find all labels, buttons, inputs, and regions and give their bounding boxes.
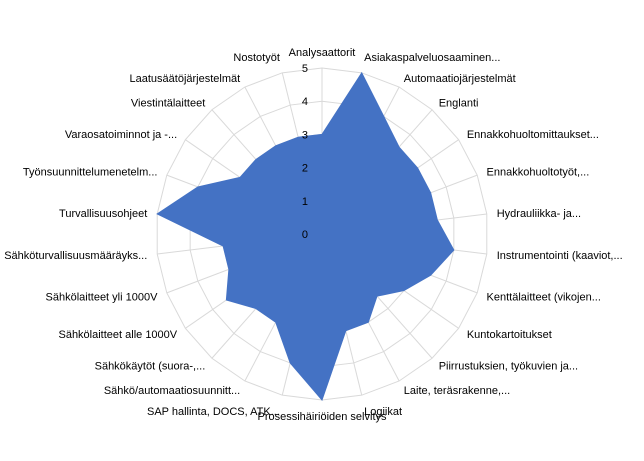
radial-tick-label: 1	[302, 196, 308, 208]
radial-tick-label: 2	[302, 163, 308, 175]
category-label: Prosessihäiriöiden selvitys	[258, 411, 387, 423]
category-label: Kenttälaitteet (vikojen...	[487, 291, 601, 303]
radial-tick-label: 3	[302, 129, 308, 141]
category-label: Ennakkohuoltomittaukset...	[467, 129, 599, 141]
category-label: Sähkölaitteet alle 1000V	[58, 329, 177, 341]
category-label: Sähkölaitteet yli 1000V	[46, 291, 159, 303]
series-area-0	[156, 71, 455, 401]
radial-tick-label: 4	[302, 96, 308, 108]
category-label: Laite, teräsrakenne,...	[404, 385, 510, 397]
radial-tick-label: 5	[302, 63, 308, 75]
category-label: Englanti	[439, 97, 479, 109]
category-label: Piirrustuksien, työkuvien ja...	[439, 361, 578, 373]
radar-series-layer	[156, 71, 455, 401]
category-labels: Analysaattorit Asiakaspalveluosaaminen...…	[4, 47, 622, 423]
category-label: Automaatiojärjestelmät	[404, 73, 516, 85]
category-label: Kuntokartoitukset	[467, 329, 552, 341]
category-label: Logiikat	[364, 406, 402, 418]
category-label: Laatusäätöjärjestelmät	[130, 73, 241, 85]
category-label: Hydrauliikka- ja...	[497, 208, 581, 220]
radial-tick-label: 0	[302, 229, 308, 241]
category-label: Sähkö/automaatiosuunnitt...	[104, 385, 240, 397]
category-label: Työnsuunnittelumenetelm...	[23, 167, 158, 179]
category-label: Sähköturvallisuusmääräyks...	[4, 250, 147, 262]
category-label: Asiakaspalveluosaaminen...	[364, 52, 500, 64]
category-label: Nostotyöt	[233, 52, 279, 64]
category-label: Turvallisuusohjeet	[59, 208, 147, 220]
category-label: Ennakkohuoltotyöt,...	[487, 167, 590, 179]
category-label: Analysaattorit	[289, 47, 356, 59]
category-label: Sähkökäytöt (suora-,...	[95, 361, 206, 373]
category-label: Viestintälaitteet	[131, 97, 205, 109]
category-label: Varaosatoiminnot ja -...	[65, 129, 177, 141]
category-label: SAP hallinta, DOCS, ATK...	[147, 406, 280, 418]
radial-axis-ticks: 0 1 2 3 4 5	[302, 63, 308, 241]
category-label: Instrumentointi (kaaviot,...	[497, 250, 623, 262]
